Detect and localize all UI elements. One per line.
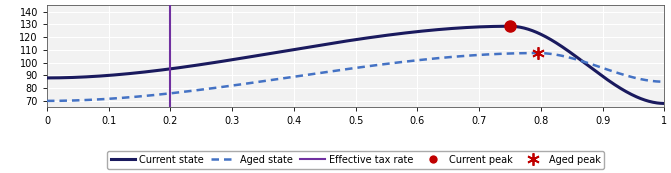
- Legend: Current state, Aged state, Effective tax rate, Current peak, Aged peak: Current state, Aged state, Effective tax…: [107, 151, 605, 169]
